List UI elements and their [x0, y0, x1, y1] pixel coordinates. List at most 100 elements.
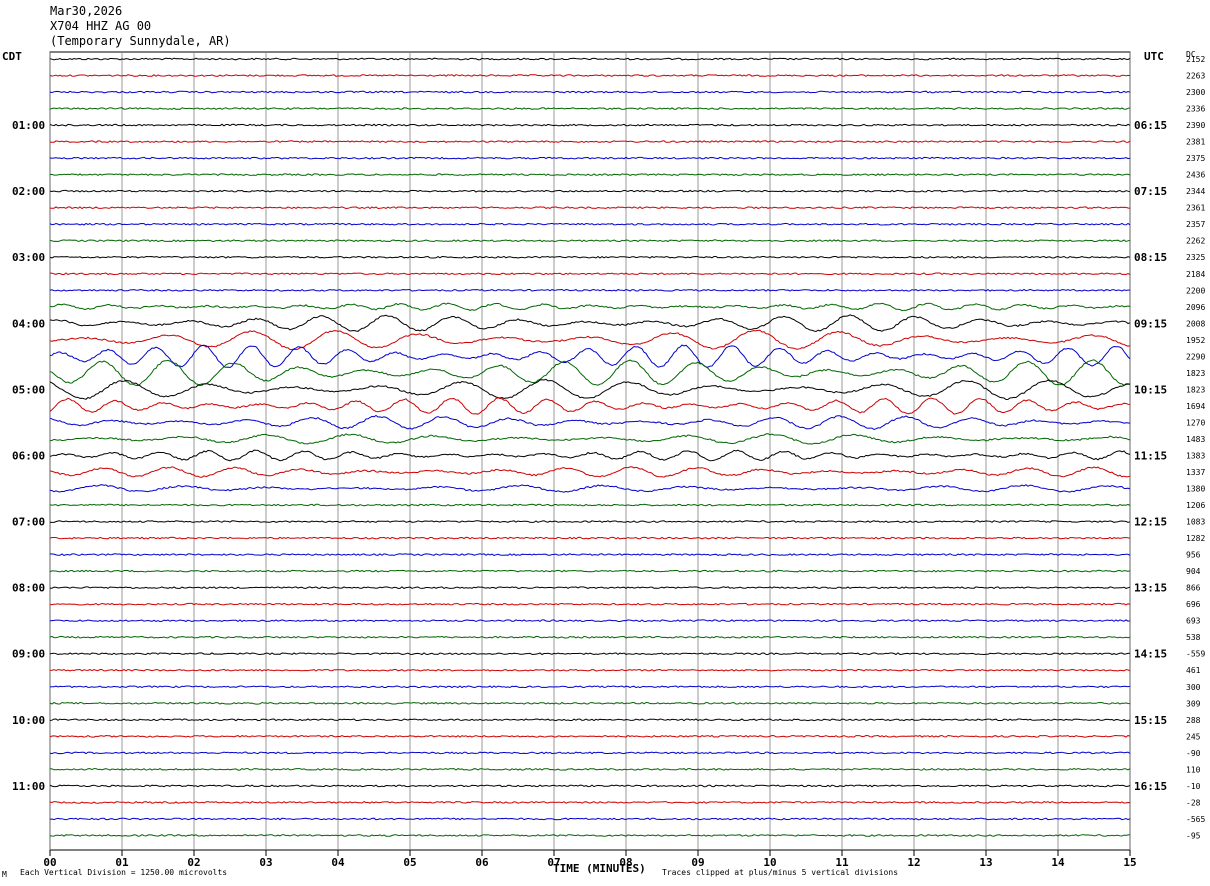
trace-line	[49, 433, 1131, 445]
trace-line	[49, 222, 1131, 226]
dc-offset-label: 2375	[1186, 154, 1205, 163]
trace-line	[49, 767, 1131, 771]
trace-line	[49, 140, 1131, 144]
left-time-label: 03:00	[12, 251, 45, 264]
trace-line	[49, 359, 1131, 387]
trace-line	[49, 107, 1131, 110]
trace-line	[49, 189, 1131, 193]
left-zone-label: CDT	[2, 50, 22, 63]
dc-offset-label: 2200	[1186, 286, 1205, 295]
dc-offset-label: 2290	[1186, 352, 1205, 361]
right-time-label: 06:15	[1134, 119, 1167, 132]
dc-offset-label: 1270	[1186, 418, 1205, 427]
dc-offset-label: 2390	[1186, 121, 1205, 130]
left-time-label: 07:00	[12, 516, 45, 529]
dc-offset-label: 1952	[1186, 336, 1205, 345]
trace-line	[49, 314, 1131, 333]
x-tick-label: 09	[691, 856, 704, 869]
trace-line	[49, 784, 1131, 788]
left-time-label: 06:00	[12, 449, 45, 462]
trace-line	[49, 668, 1131, 672]
dc-offset-label: 2184	[1186, 270, 1205, 279]
dc-offset-label: 1823	[1186, 385, 1205, 394]
dc-offset-label: 2325	[1186, 253, 1205, 262]
right-time-label: 12:15	[1134, 516, 1167, 529]
dc-offset-label: 2357	[1186, 220, 1205, 229]
dc-offset-label: 2262	[1186, 237, 1205, 246]
dc-offset-label: 1282	[1186, 534, 1205, 543]
trace-line	[49, 329, 1131, 351]
x-tick-label: 06	[475, 856, 489, 869]
left-time-label: 11:00	[12, 780, 45, 793]
dc-offset-label: 1483	[1186, 435, 1205, 444]
trace-line	[49, 156, 1131, 160]
dc-label: DC	[1186, 50, 1196, 59]
dc-offset-label: 693	[1186, 617, 1201, 626]
trace-line	[49, 344, 1131, 369]
dc-offset-label: 2096	[1186, 303, 1205, 312]
right-time-label: 14:15	[1134, 648, 1167, 661]
trace-line	[49, 718, 1131, 722]
trace-line	[49, 569, 1131, 573]
clip-note: Traces clipped at plus/minus 5 vertical …	[662, 868, 899, 877]
left-time-label: 02:00	[12, 185, 45, 198]
dc-offset-label: -95	[1186, 831, 1201, 840]
x-tick-label: 08	[619, 856, 632, 869]
trace-line	[49, 466, 1131, 478]
dc-offset-label: -559	[1186, 650, 1205, 659]
dc-offset-label: 2152	[1186, 55, 1205, 64]
header-date: Mar30,2026	[50, 4, 123, 18]
left-time-label: 09:00	[12, 648, 45, 661]
x-axis-title: TIME (MINUTES)	[553, 862, 646, 875]
trace-line	[49, 449, 1131, 462]
trace-line	[49, 701, 1131, 705]
left-time-label: 01:00	[12, 119, 45, 132]
left-time-label: 08:00	[12, 582, 45, 595]
right-time-label: 10:15	[1134, 383, 1167, 396]
dc-offset-label: 2300	[1186, 88, 1205, 97]
x-tick-label: 14	[1051, 856, 1065, 869]
trace-line	[49, 414, 1131, 431]
left-time-label: 04:00	[12, 317, 45, 330]
trace-line	[49, 173, 1131, 177]
corner-mark: M	[2, 870, 7, 879]
right-time-label: 15:15	[1134, 714, 1167, 727]
trace-line	[49, 90, 1131, 94]
x-tick-label: 07	[547, 856, 560, 869]
right-time-label: 09:15	[1134, 317, 1167, 330]
trace-line	[49, 553, 1131, 556]
x-tick-label: 15	[1123, 856, 1136, 869]
left-time-label: 10:00	[12, 714, 45, 727]
trace-line	[49, 123, 1131, 127]
trace-line	[49, 619, 1131, 623]
dc-offset-label: 2344	[1186, 187, 1205, 196]
x-tick-label: 01	[115, 856, 129, 869]
trace-line	[49, 288, 1131, 292]
dc-offset-label: 1823	[1186, 369, 1205, 378]
x-tick-label: 13	[979, 856, 992, 869]
dc-offset-label: -10	[1186, 782, 1201, 791]
trace-line	[49, 520, 1131, 523]
right-time-label: 13:15	[1134, 582, 1167, 595]
dc-offset-label: 956	[1186, 551, 1201, 560]
trace-line	[49, 800, 1131, 804]
right-time-label: 11:15	[1134, 449, 1167, 462]
trace-line	[49, 685, 1131, 689]
x-tick-label: 12	[907, 856, 920, 869]
trace-line	[49, 635, 1131, 639]
trace-line	[49, 484, 1131, 493]
trace-line	[49, 602, 1131, 606]
x-tick-label: 05	[403, 856, 416, 869]
trace-line	[49, 751, 1131, 755]
dc-offset-label: 1083	[1186, 518, 1205, 527]
dc-offset-label: -565	[1186, 815, 1205, 824]
right-zone-label: UTC	[1144, 50, 1164, 63]
dc-offset-label: 1206	[1186, 501, 1205, 510]
dc-offset-label: 2008	[1186, 319, 1205, 328]
trace-line	[49, 734, 1131, 738]
trace-line	[49, 817, 1131, 821]
trace-line	[49, 397, 1131, 415]
trace-line	[49, 586, 1131, 589]
dc-offset-label: 245	[1186, 732, 1201, 741]
dc-offset-label: 538	[1186, 633, 1201, 642]
